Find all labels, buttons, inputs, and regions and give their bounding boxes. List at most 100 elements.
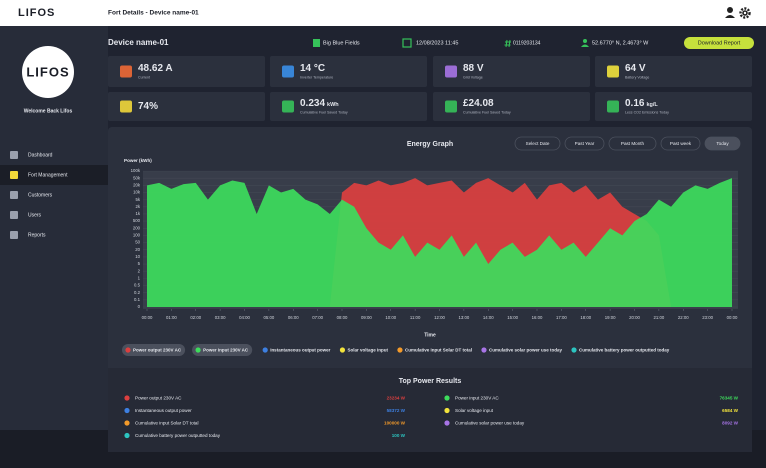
y-axis-label: Power (kWh) (124, 158, 152, 163)
card-icon (445, 101, 457, 113)
top-logo: LIFOS (18, 7, 55, 19)
menu-item[interactable]: Reports (28, 232, 46, 238)
card-value: 0.234 (300, 98, 325, 109)
legend-swatch[interactable] (125, 347, 130, 352)
card-label: Inverter Temperature (300, 75, 333, 79)
card-label: Current (138, 75, 150, 79)
x-tick-label: 09:00 (361, 315, 372, 320)
result-label: Power output 230V AC (135, 396, 182, 401)
y-tick-label: 10 (135, 254, 140, 259)
menu-icon (10, 151, 18, 159)
results-title: Top Power Results (399, 378, 462, 385)
x-tick-label: 00:00 (142, 315, 153, 320)
result-swatch (444, 395, 449, 400)
legend-label[interactable]: Cumulative battery power outputted today (579, 348, 670, 353)
x-tick-label: 16:00 (532, 315, 543, 320)
x-tick-label: 11:00 (410, 315, 421, 320)
card-icon (120, 101, 132, 113)
y-tick-label: 20 (135, 247, 140, 252)
range-button-label[interactable]: Past Month (621, 141, 645, 146)
page-title: Fort Details - Device name-01 (108, 10, 199, 17)
legend-swatch[interactable] (481, 347, 486, 352)
serial-number: 0119203134 (513, 40, 541, 46)
result-value: 8092 W (722, 421, 738, 426)
legend-swatch[interactable] (263, 347, 268, 352)
range-button-label[interactable]: Past week (670, 141, 692, 146)
legend-label[interactable]: Solar voltage input (347, 348, 388, 353)
result-swatch (124, 408, 129, 413)
x-tick-label: 13:00 (458, 315, 469, 320)
x-tick-label: 04:00 (239, 315, 250, 320)
site-name: Big Blue Fields (323, 40, 360, 46)
card-unit: kWh (327, 102, 339, 108)
datetime: 12/08/2023 11:45 (416, 40, 458, 46)
x-tick-label: 18:00 (580, 315, 591, 320)
result-label: Power input 230V AC (455, 396, 499, 401)
result-label: Cumulative battery power outputted today (135, 433, 221, 438)
y-tick-label: 100k (131, 168, 141, 173)
result-value: 100000 W (384, 421, 406, 426)
legend-swatch[interactable] (340, 347, 345, 352)
menu-item[interactable]: Users (28, 212, 42, 218)
location: 52.6770° N, 2.4673° W (592, 40, 649, 46)
x-tick-label: 22:00 (678, 315, 689, 320)
menu-item[interactable]: Customers (28, 192, 53, 198)
x-tick-label: 02:00 (190, 315, 201, 320)
menu-item[interactable]: Dashboard (28, 152, 53, 158)
legend-label[interactable]: Power input 230V AC (203, 348, 249, 353)
menu-icon (10, 211, 18, 219)
x-tick-label: 08:00 (337, 315, 348, 320)
y-tick-label: 500 (133, 218, 141, 223)
menu-item[interactable]: Fort Management (28, 172, 68, 178)
range-button-label[interactable]: Past Year (575, 141, 595, 146)
result-label: Cumulative solar power use today (455, 421, 525, 426)
menu-icon (10, 191, 18, 199)
menu-icon (10, 171, 18, 179)
x-tick-label: 06:00 (288, 315, 299, 320)
x-tick-label: 07:00 (312, 315, 323, 320)
legend-label[interactable]: Cumulative input Solar DT total (405, 348, 472, 353)
legend-label[interactable]: Instantaneous output power (270, 348, 330, 353)
x-tick-label: 15:00 (507, 315, 518, 320)
menu-icon (10, 231, 18, 239)
x-tick-label: 03:00 (215, 315, 226, 320)
x-tick-label: 19:00 (605, 315, 616, 320)
legend-swatch[interactable] (397, 347, 402, 352)
y-tick-label: 200 (133, 225, 141, 230)
site-icon (313, 39, 320, 47)
card-unit: kg/L (646, 102, 658, 108)
card-label: Grid Voltage (463, 75, 483, 79)
y-tick-label: 100 (133, 233, 141, 238)
card-value: £24.08 (463, 98, 494, 109)
result-swatch (124, 420, 129, 425)
legend-label[interactable]: Power output 230V AC (133, 348, 182, 353)
download-button-label[interactable]: Download Report (698, 40, 741, 46)
legend-label[interactable]: Cumulative solar power use today (489, 348, 563, 353)
card-label: Cumulative Fuel Saved Today (300, 110, 348, 114)
result-value: 76345 W (720, 396, 739, 401)
x-tick-label: 10:00 (385, 315, 396, 320)
x-tick-label: 01:00 (166, 315, 177, 320)
legend-swatch[interactable] (195, 347, 200, 352)
y-tick-label: 20k (133, 182, 141, 187)
result-value: 100 W (392, 433, 406, 438)
range-button-label[interactable]: Today (716, 141, 729, 146)
result-value: 58372 W (387, 408, 406, 413)
result-value: 6584 W (722, 408, 738, 413)
legend-swatch[interactable] (571, 347, 576, 352)
card-icon (445, 66, 457, 78)
result-swatch (124, 433, 129, 438)
card-icon (282, 101, 294, 113)
range-button-label[interactable]: Select Date (526, 141, 550, 146)
y-tick-label: 50k (133, 175, 141, 180)
result-value: 23234 W (387, 396, 406, 401)
card-value: 88 V (463, 63, 484, 74)
x-tick-label: 00:00 (727, 315, 738, 320)
y-tick-label: 0.2 (134, 290, 141, 295)
sidebar-logo: LIFOS (26, 64, 69, 79)
y-tick-label: 0.5 (134, 283, 141, 288)
card-value: 74% (138, 101, 158, 112)
chart-title: Energy Graph (407, 141, 453, 148)
